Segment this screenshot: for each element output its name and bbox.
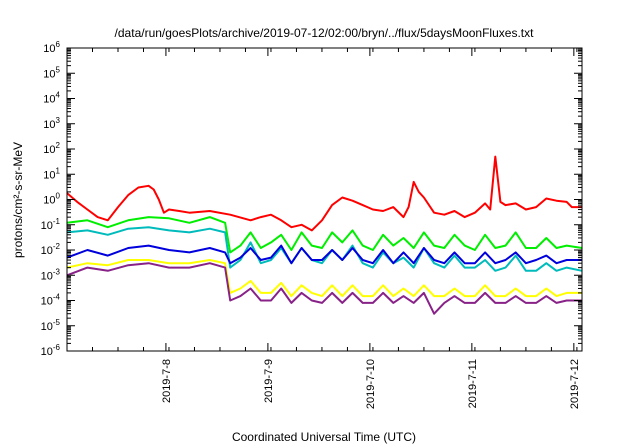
x-tick-label: 2019-7-8 <box>161 359 173 403</box>
x-tick-label: 2019-7-10 <box>365 359 377 409</box>
y-tick-label: 106 <box>43 40 60 55</box>
y-tick-label: 10-4 <box>41 293 61 308</box>
chart-title: /data/run/goesPlots/archive/2019-07-12/0… <box>115 26 535 40</box>
series-line-1 <box>66 155 582 232</box>
x-tick-label: 2019-7-9 <box>263 359 275 403</box>
y-tick-label: 105 <box>43 65 60 80</box>
y-tick-label: 10-2 <box>41 242 61 257</box>
y-tick-label: 103 <box>43 116 60 131</box>
plot-frame <box>66 47 583 352</box>
y-axis-ticks: 10-6 10-5 10-4 10-3 10-2 10-1 100 101 102 103 104 1… <box>41 40 582 358</box>
x-axis-label: Coordinated Universal Time (UTC) <box>232 430 416 444</box>
series-layer <box>66 155 583 315</box>
y-tick-label: 10-1 <box>41 217 61 232</box>
y-axis-label: protons/cm²-s-sr-MeV <box>11 142 25 258</box>
series-line-6 <box>66 262 582 315</box>
y-tick-label: 10-3 <box>41 267 61 282</box>
y-tick-label: 10-6 <box>41 343 61 358</box>
series-line-5 <box>66 259 582 298</box>
y-tick-label: 102 <box>43 141 60 156</box>
x-tick-label: 2019-7-11 <box>467 359 479 408</box>
series-line-2 <box>66 216 583 254</box>
series-line-4 <box>66 244 582 265</box>
y-tick-label: 101 <box>43 166 60 181</box>
x-axis-ticks: 2019-7-8 2019-7-9 2019-7-10 2019-7-11 2019-7… <box>66 48 581 409</box>
y-tick-label: 104 <box>43 91 60 106</box>
x-tick-label: 2019-7-12 <box>569 359 581 409</box>
y-tick-label: 100 <box>43 192 60 207</box>
y-tick-label: 10-5 <box>41 318 61 333</box>
